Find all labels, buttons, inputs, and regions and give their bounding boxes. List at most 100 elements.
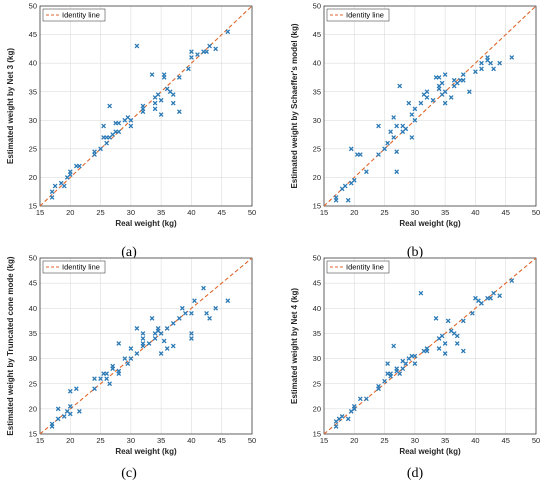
scatter-point — [55, 406, 61, 412]
scatter-point — [442, 89, 448, 95]
scatter-point — [77, 163, 82, 169]
legend-box — [42, 8, 106, 22]
x-tick-label: 50 — [532, 436, 540, 445]
scatter-point — [176, 75, 182, 80]
scatter-point — [116, 129, 122, 135]
panel-caption: (d) — [407, 466, 424, 481]
x-tick-label: 30 — [127, 208, 135, 217]
scatter-point — [149, 315, 155, 321]
scatter-point — [497, 60, 503, 66]
chart-panel: 15 20 25 30 35 40 45 50 15 20 25 30 35 40 45 50 Real wei… — [290, 254, 540, 481]
y-tick-label: 25 — [313, 144, 321, 153]
x-axis-label: Real weight (kg) — [399, 447, 461, 456]
scatter-point — [189, 310, 194, 316]
scatter-point — [104, 371, 109, 377]
scatter-point — [409, 135, 415, 140]
scatter-point — [391, 343, 397, 349]
scatter-point — [357, 152, 363, 157]
scatter-point — [225, 298, 231, 304]
scatter-point — [460, 318, 466, 324]
scatter-point — [186, 66, 191, 72]
scatter-point — [158, 112, 164, 117]
x-tick-label: 45 — [218, 436, 226, 445]
scatter-point — [67, 169, 73, 175]
y-axis-label: Estimated weight by Schaeffer's model (k… — [290, 23, 299, 188]
y-tick-label: 45 — [313, 279, 321, 288]
y-axis-label: Estimated weight by Net 3 (kg) — [6, 48, 15, 164]
x-tick-label: 35 — [441, 208, 449, 217]
scatter-point — [104, 140, 109, 146]
y-tick-label: 35 — [313, 87, 321, 96]
scatter-point — [436, 75, 442, 80]
y-tick-label: 35 — [29, 87, 37, 96]
scatter-point — [509, 278, 515, 283]
scatter-point — [473, 69, 478, 75]
scatter-point — [382, 146, 387, 152]
scatter-point — [146, 341, 152, 346]
scatter-point — [439, 333, 445, 339]
scatter-point — [412, 117, 418, 123]
scatter-point — [509, 55, 515, 60]
scatter-point — [333, 197, 339, 203]
scatter-point — [460, 77, 466, 83]
scatter-point — [164, 326, 170, 331]
identity-line — [40, 258, 252, 434]
panel-caption: (b) — [407, 245, 424, 260]
axes-box — [323, 257, 537, 435]
x-tick-label: 25 — [96, 208, 104, 217]
legend-box — [326, 8, 390, 22]
scatter-point — [442, 100, 448, 106]
scatter-point — [134, 43, 140, 49]
x-tick-label: 35 — [157, 436, 165, 445]
scatter-point — [98, 376, 103, 382]
y-tick-label: 25 — [29, 379, 37, 388]
scatter-point — [385, 361, 390, 366]
scatter-point — [207, 43, 212, 49]
scatter-point — [107, 103, 113, 109]
scatter-point — [155, 92, 161, 97]
scatter-point — [158, 331, 164, 336]
scatter-point — [176, 109, 182, 115]
scatter-point — [412, 361, 418, 366]
scatter-point — [92, 149, 97, 155]
scatter-point — [376, 383, 381, 389]
scatter-point — [49, 195, 55, 200]
scatter-point — [170, 92, 176, 97]
y-tick-label: 50 — [29, 2, 37, 11]
scatter-point — [128, 346, 134, 351]
scatter-point — [49, 189, 55, 195]
y-tick-label: 30 — [29, 116, 37, 125]
scatter-point — [176, 315, 182, 321]
y-tick-label: 50 — [29, 254, 37, 263]
x-tick-label: 30 — [127, 436, 135, 445]
legend-label: Identity line — [62, 263, 100, 272]
identity-line — [324, 6, 536, 206]
chart-panel: 15 20 25 30 35 40 45 50 15 20 25 30 35 40 45 50 Real wei… — [6, 254, 256, 481]
y-tick-label: 40 — [313, 304, 321, 313]
scatter-point — [351, 177, 357, 183]
scatter-point — [213, 46, 219, 52]
scatter-point — [107, 381, 113, 387]
identity-line — [324, 258, 536, 434]
x-tick-label: 25 — [96, 436, 104, 445]
y-tick-label: 20 — [313, 173, 321, 182]
scatter-point — [164, 346, 170, 351]
scatter-point — [116, 120, 122, 126]
scatter-point — [73, 386, 79, 392]
x-tick-label: 20 — [350, 436, 358, 445]
scatter-point — [110, 363, 116, 369]
scatter-point — [460, 72, 466, 77]
scatter-point — [67, 388, 73, 394]
scatter-point — [351, 406, 357, 412]
scatter-point — [394, 149, 400, 155]
y-tick-label: 15 — [313, 202, 321, 211]
y-tick-label: 25 — [313, 379, 321, 388]
scatter-point — [424, 95, 430, 100]
y-tick-label: 40 — [29, 304, 37, 313]
scatter-point — [460, 348, 466, 354]
scatter-point — [445, 318, 451, 324]
scatter-point — [192, 298, 197, 304]
x-tick-label: 15 — [320, 436, 328, 445]
y-tick-label: 20 — [313, 404, 321, 413]
